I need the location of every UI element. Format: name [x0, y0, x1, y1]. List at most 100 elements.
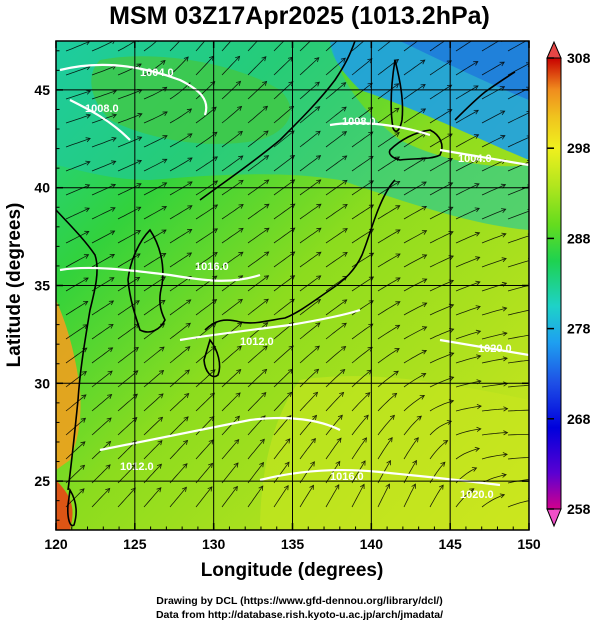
streamline-arrowhead: [440, 461, 446, 467]
streamline: [247, 275, 269, 292]
streamline: [169, 416, 189, 436]
streamline-arrowhead: [284, 461, 290, 467]
streamline-arrowhead: [80, 464, 86, 470]
streamline-arrowhead: [161, 229, 167, 235]
streamline: [247, 485, 264, 508]
streamline-arrowhead: [475, 329, 482, 335]
streamline-arrowhead: [85, 113, 92, 119]
streamline: [143, 346, 165, 364]
streamline-arrowhead: [85, 160, 91, 166]
streamline-arrowhead: [502, 331, 508, 337]
streamline: [169, 322, 191, 340]
streamline: [325, 82, 346, 100]
streamline: [299, 415, 317, 436]
streamline: [377, 301, 401, 316]
streamline: [429, 420, 452, 436]
streamline: [481, 135, 506, 148]
streamline: [377, 437, 393, 460]
streamline-arrowhead: [263, 298, 269, 304]
streamline-arrowhead: [526, 86, 529, 92]
streamline: [117, 276, 140, 292]
streamline: [377, 348, 400, 364]
streamline-arrowhead: [421, 181, 427, 187]
streamline-arrowhead: [160, 276, 166, 282]
streamline: [117, 89, 143, 100]
streamline-arrowhead: [474, 158, 480, 164]
streamline-arrowhead: [392, 392, 398, 398]
streamline: [273, 298, 295, 316]
streamline: [273, 155, 295, 172]
streamline: [351, 156, 374, 172]
isobar-1012: [179, 308, 361, 342]
streamline-arrowhead: [310, 461, 315, 467]
streamline: [65, 465, 85, 484]
streamline-arrowhead: [341, 82, 347, 88]
streamline: [273, 485, 289, 508]
streamline-arrowhead: [363, 414, 369, 420]
streamline: [91, 488, 110, 508]
streamline: [429, 84, 452, 100]
streamline-arrowhead: [395, 205, 401, 210]
streamline: [455, 330, 481, 340]
streamline: [455, 207, 480, 220]
streamline: [195, 299, 217, 316]
streamline-arrowhead: [186, 299, 192, 305]
streamline-arrowhead: [289, 275, 296, 280]
streamline: [169, 56, 189, 76]
streamline: [91, 300, 114, 316]
streamline: [507, 409, 529, 412]
isobar-1020-b: [259, 468, 501, 487]
streamline-arrowhead: [159, 346, 165, 352]
streamline: [429, 182, 453, 196]
streamline: [455, 85, 479, 100]
streamline: [117, 300, 140, 316]
streamline-arrowhead: [447, 158, 454, 163]
streamline-arrowhead: [183, 56, 189, 62]
streamline: [325, 322, 347, 340]
streamline: [117, 41, 136, 52]
streamline: [143, 182, 167, 196]
streamline: [247, 155, 269, 172]
streamline: [221, 299, 243, 316]
streamline: [195, 392, 215, 412]
streamline-arrowhead: [420, 108, 427, 114]
streamline-arrowhead: [261, 392, 267, 398]
streamline-arrowhead: [82, 324, 88, 329]
streamline-arrowhead: [473, 61, 479, 66]
streamline: [455, 488, 475, 508]
streamline-arrowhead: [238, 155, 244, 161]
streamline-arrowhead: [111, 137, 117, 142]
streamline: [481, 383, 508, 388]
streamline-arrowhead: [287, 391, 293, 397]
streamline-arrowhead: [499, 493, 506, 499]
streamline: [65, 324, 88, 340]
streamline: [299, 57, 320, 76]
streamline-arrowhead: [107, 393, 113, 399]
streamline: [325, 252, 348, 268]
streamline-arrowhead: [156, 487, 162, 493]
streamline: [325, 275, 348, 292]
isobar-1016-a: [59, 266, 261, 282]
streamline: [221, 462, 239, 484]
streamline-arrowhead: [184, 369, 190, 375]
streamline: [273, 251, 295, 268]
streamline: [455, 134, 479, 148]
streamline: [481, 110, 505, 124]
streamline-arrowhead: [501, 257, 507, 263]
streamline-arrowhead: [261, 32, 265, 37]
streamline: [273, 275, 295, 292]
streamline-arrowhead: [315, 299, 322, 304]
streamline: [507, 41, 527, 52]
streamline-arrowhead: [161, 252, 167, 258]
streamline: [143, 440, 163, 460]
streamline-arrowhead: [313, 391, 319, 397]
x-tick-label: 135: [281, 536, 305, 552]
streamline-arrowhead: [261, 56, 267, 62]
streamline: [377, 107, 400, 124]
streamline: [377, 415, 395, 436]
streamline-arrowhead: [394, 132, 400, 137]
streamline-arrowhead: [110, 230, 116, 236]
streamline: [195, 369, 216, 388]
streamline-arrowhead: [476, 354, 482, 360]
streamline: [143, 253, 166, 268]
